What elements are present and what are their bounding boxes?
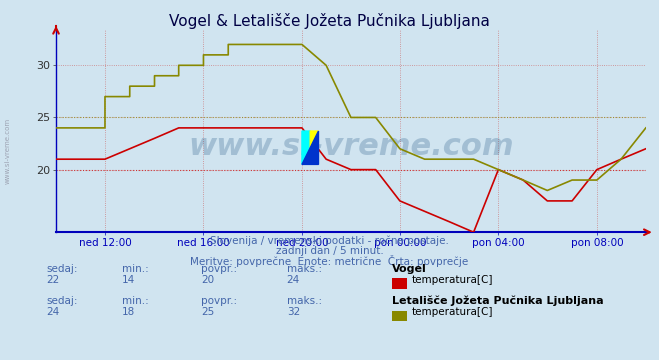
Text: 25: 25 [201,307,214,317]
Text: Letališče Jožeta Pučnika Ljubljana: Letališče Jožeta Pučnika Ljubljana [392,296,604,306]
Polygon shape [302,131,318,165]
Text: 24: 24 [46,307,59,317]
Text: povpr.:: povpr.: [201,296,237,306]
Text: 24: 24 [287,275,300,285]
Text: 20: 20 [201,275,214,285]
Text: temperatura[C]: temperatura[C] [412,275,494,285]
Text: sedaj:: sedaj: [46,264,78,274]
Text: Vogel & Letališče Jožeta Pučnika Ljubljana: Vogel & Letališče Jožeta Pučnika Ljublja… [169,13,490,28]
Text: Meritve: povprečne  Enote: metrične  Črta: povprečje: Meritve: povprečne Enote: metrične Črta:… [190,255,469,267]
Polygon shape [310,131,318,148]
Text: zadnji dan / 5 minut.: zadnji dan / 5 minut. [275,246,384,256]
Text: maks.:: maks.: [287,264,322,274]
Text: www.si-vreme.com: www.si-vreme.com [188,132,514,161]
Text: sedaj:: sedaj: [46,296,78,306]
Text: 22: 22 [46,275,59,285]
Text: min.:: min.: [122,264,149,274]
Polygon shape [302,131,310,165]
Text: Vogel: Vogel [392,264,427,274]
Text: Slovenija / vremenski podatki - ročne postaje.: Slovenija / vremenski podatki - ročne po… [210,236,449,246]
Text: www.si-vreme.com: www.si-vreme.com [5,118,11,184]
Text: min.:: min.: [122,296,149,306]
Text: temperatura[C]: temperatura[C] [412,307,494,317]
Text: 32: 32 [287,307,300,317]
Text: povpr.:: povpr.: [201,264,237,274]
Text: 14: 14 [122,275,135,285]
Text: 18: 18 [122,307,135,317]
Text: maks.:: maks.: [287,296,322,306]
